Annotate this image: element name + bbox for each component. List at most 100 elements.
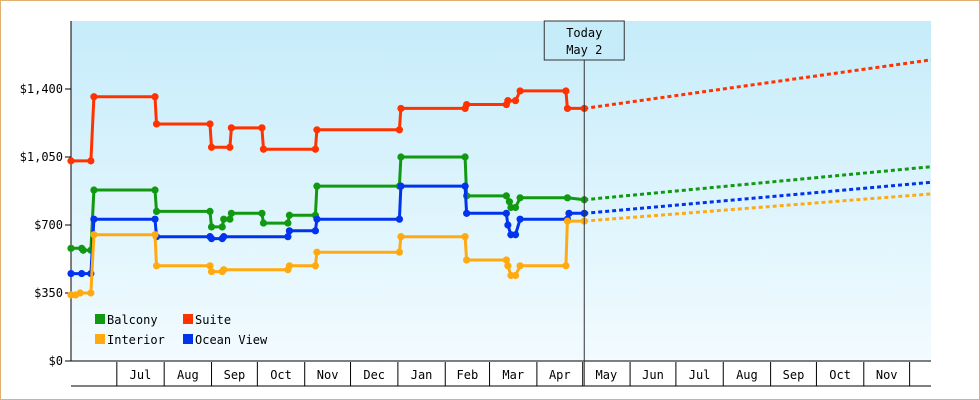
x-tick-label: Mar bbox=[502, 368, 524, 382]
series-ocean-view-point bbox=[67, 269, 75, 278]
series-balcony-point bbox=[284, 219, 292, 227]
legend-label: Ocean View bbox=[195, 333, 268, 347]
series-interior-point bbox=[207, 268, 216, 276]
series-balcony-point bbox=[218, 223, 226, 231]
y-axis: $0 $350 $700 $1,050 $1,400 bbox=[20, 21, 931, 368]
x-tick-label: Nov bbox=[317, 368, 339, 382]
series-ocean-view-point bbox=[284, 233, 292, 241]
legend-label: Balcony bbox=[107, 313, 158, 327]
series-interior-forecast bbox=[584, 192, 932, 223]
series-balcony-point bbox=[505, 198, 514, 206]
series-interior-point bbox=[461, 233, 469, 241]
today-label-box bbox=[543, 20, 625, 61]
series-balcony-point bbox=[220, 215, 228, 223]
legend-swatch bbox=[183, 314, 193, 324]
legend-label: Interior bbox=[107, 333, 165, 347]
series-balcony-point bbox=[67, 244, 75, 252]
series-balcony-point bbox=[516, 194, 524, 202]
series-interior-point bbox=[562, 262, 570, 270]
series-interior-point bbox=[502, 256, 510, 264]
series-balcony-point bbox=[285, 211, 294, 219]
series-interior-point bbox=[87, 289, 95, 297]
series-suite-point bbox=[87, 157, 95, 165]
legend: Balcony Suite Interior Ocean View bbox=[95, 313, 268, 347]
series-balcony-point bbox=[502, 192, 510, 200]
x-tick-label: Sep bbox=[783, 368, 805, 382]
series-interior-point bbox=[151, 231, 159, 239]
x-tick-label: Jun bbox=[642, 368, 664, 382]
series-balcony-point bbox=[206, 207, 214, 215]
x-tick-label: Jul bbox=[130, 368, 152, 382]
series-suite-point bbox=[311, 145, 320, 153]
series-interior-point bbox=[285, 262, 294, 270]
series-interior-point bbox=[311, 262, 320, 270]
series-suite-point bbox=[227, 124, 235, 132]
series-suite-forecast bbox=[584, 58, 932, 110]
series-ocean-view-point bbox=[151, 215, 159, 223]
series-interior-point bbox=[516, 262, 524, 270]
x-tick-label: Dec bbox=[363, 368, 385, 382]
series-balcony-point bbox=[79, 246, 87, 254]
series-balcony-point bbox=[258, 209, 266, 217]
x-tick-label: May bbox=[596, 368, 618, 382]
series-suite-point bbox=[90, 93, 98, 101]
series-suite-point bbox=[397, 104, 405, 113]
series-ocean-view-point bbox=[207, 235, 216, 243]
series-ocean-view-point bbox=[504, 221, 512, 229]
series-suite-point bbox=[504, 97, 512, 105]
series-interior-point bbox=[511, 271, 520, 280]
series-suite-point bbox=[226, 143, 234, 151]
series-ocean-view-point bbox=[313, 215, 321, 223]
series-suite-point bbox=[313, 126, 321, 134]
series-suite-point bbox=[463, 100, 471, 109]
series-interior-point bbox=[463, 256, 471, 264]
series-interior-point bbox=[395, 248, 404, 256]
series-balcony-forecast bbox=[584, 165, 932, 202]
x-axis: Jul Aug Sep Oct Nov Dec Jan Feb Mar Apr May Jun Jul A… bbox=[71, 362, 931, 387]
x-tick-label: Apr bbox=[549, 368, 571, 382]
series-balcony-point bbox=[461, 153, 469, 161]
series-interior-point bbox=[76, 289, 84, 297]
series-balcony-point bbox=[207, 223, 216, 231]
series-balcony-point bbox=[226, 215, 234, 223]
series-suite-point bbox=[152, 120, 161, 128]
x-tick-label: Aug bbox=[177, 368, 199, 382]
today-marker: Today May 2 bbox=[543, 20, 625, 386]
y-tick-label: $350 bbox=[34, 286, 63, 300]
series-suite-point bbox=[207, 143, 216, 151]
y-tick-label: $1,050 bbox=[20, 150, 63, 164]
x-tick-label: Nov bbox=[876, 368, 898, 382]
series-balcony-point bbox=[227, 209, 235, 217]
series-lines bbox=[67, 58, 932, 299]
legend-swatch bbox=[95, 314, 105, 324]
series-balcony-point bbox=[511, 203, 520, 212]
series-ocean-view-point bbox=[395, 215, 404, 223]
legend-swatch bbox=[95, 334, 105, 344]
series-ocean-view-point bbox=[78, 269, 86, 278]
x-tick-label: Feb bbox=[457, 368, 479, 382]
series-ocean-view-point bbox=[565, 209, 573, 217]
y-tick-label: $1,400 bbox=[20, 82, 63, 96]
plot-background bbox=[71, 21, 931, 361]
series-ocean-view-point bbox=[502, 209, 510, 217]
x-tick-label: Jan bbox=[411, 368, 433, 382]
series-interior-point bbox=[90, 231, 98, 239]
series-ocean-view-point bbox=[516, 215, 524, 223]
series-balcony-point bbox=[397, 153, 405, 161]
series-interior-point bbox=[563, 217, 572, 225]
series-suite-point bbox=[258, 124, 266, 132]
series-interior-point bbox=[220, 266, 228, 274]
series-suite-point bbox=[562, 87, 570, 95]
series-interior-point bbox=[504, 262, 512, 270]
x-tick-label: Oct bbox=[829, 368, 851, 382]
series-ocean-view-point bbox=[311, 227, 320, 235]
series-suite-point bbox=[67, 157, 75, 165]
series-ocean-view-point bbox=[220, 233, 228, 241]
legend-label: Suite bbox=[195, 313, 231, 327]
series-ocean-view-point bbox=[511, 231, 520, 239]
series-interior-point bbox=[397, 233, 405, 241]
today-label-line1: Today bbox=[566, 26, 602, 40]
series-suite-point bbox=[516, 87, 524, 95]
